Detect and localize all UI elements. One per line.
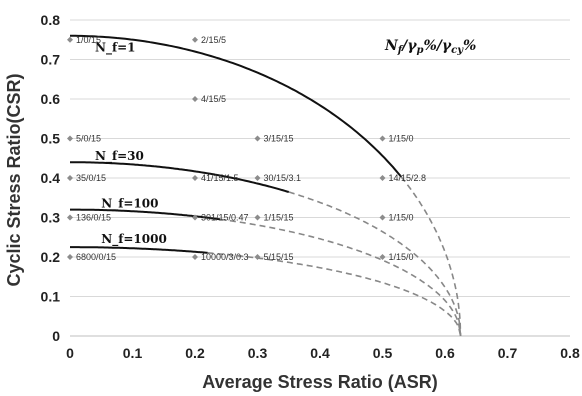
y-tick-label: 0.4 [41, 170, 61, 186]
y-tick-label: 0 [52, 328, 60, 344]
data-point-label: 5/15/15 [264, 252, 294, 262]
y-tick-label: 0.8 [41, 12, 61, 28]
curve-dashed [220, 219, 461, 336]
x-tick-label: 0.7 [498, 345, 518, 361]
data-point-marker [255, 215, 261, 221]
data-point-marker [67, 136, 73, 142]
x-tick-label: 0.8 [560, 345, 580, 361]
data-point-label: 1/15/15 [264, 213, 294, 223]
curve-label: N_f=1000 [101, 232, 167, 247]
x-tick-label: 0.2 [185, 345, 205, 361]
data-point-label: 10000/3/0.3 [201, 252, 249, 262]
x-tick-label: 0 [66, 345, 74, 361]
data-point-label: 6800/0/15 [76, 252, 116, 262]
data-point-marker [380, 175, 386, 181]
data-point-label: 2/15/5 [201, 35, 226, 45]
x-axis-title: Average Stress Ratio (ASR) [202, 372, 437, 392]
curve-dashed [208, 253, 461, 336]
y-tick-label: 0.6 [41, 91, 61, 107]
y-tick-label: 0.5 [41, 131, 61, 147]
data-point-marker [67, 37, 73, 43]
legend-annotation: Nf/γp%/γcy% [384, 38, 476, 56]
data-point-marker [255, 175, 261, 181]
x-tick-label: 0.4 [310, 345, 330, 361]
y-tick-label: 0.3 [41, 210, 61, 226]
grid-lines [70, 20, 570, 297]
y-tick-labels: 0 0.1 0.2 0.3 0.4 0.5 0.6 0.7 0.8 [41, 12, 61, 344]
data-point-label: 1/15/0 [389, 252, 414, 262]
data-point-label: 136/0/15 [76, 213, 111, 223]
data-point-label: 3/15/15 [264, 134, 294, 144]
curve-label: N_f=100 [101, 197, 158, 212]
data-point-label: 35/0/15 [76, 173, 106, 183]
x-tick-labels: 0 0.1 0.2 0.3 0.4 0.5 0.6 0.7 0.8 [66, 345, 580, 361]
x-tick-label: 0.5 [373, 345, 393, 361]
data-point-label: 1/15/0 [389, 213, 414, 223]
data-point-label: 301/15/0.47 [201, 213, 249, 223]
data-point-marker [192, 254, 198, 260]
data-point-marker [255, 136, 261, 142]
curve-label: N_f=1 [95, 41, 136, 56]
y-tick-label: 0.7 [41, 52, 61, 68]
curve-dashed [289, 192, 461, 336]
data-point-label: 41/15/1.5 [201, 173, 239, 183]
data-point-marker [380, 215, 386, 221]
data-point-marker [192, 175, 198, 181]
data-point-label: 4/15/5 [201, 94, 226, 104]
data-point-marker [67, 175, 73, 181]
curve-label: N_f=30 [95, 149, 144, 164]
data-point-label: 30/15/3.1 [264, 173, 302, 183]
y-axis-title: Cyclic Stress Ratio(CSR) [4, 73, 24, 286]
y-tick-label: 0.2 [41, 249, 61, 265]
x-tick-label: 0.6 [435, 345, 455, 361]
data-point-marker [67, 215, 73, 221]
data-point-marker [67, 254, 73, 260]
data-point-label: 14/15/2.8 [389, 173, 427, 183]
x-tick-label: 0.1 [123, 345, 143, 361]
x-tick-label: 0.3 [248, 345, 268, 361]
failure-curves [70, 36, 461, 336]
y-tick-label: 0.1 [41, 289, 61, 305]
data-point-label: 5/0/15 [76, 134, 101, 144]
data-point-label: 1/15/0 [389, 134, 414, 144]
data-point-marker [192, 96, 198, 102]
data-point-marker [380, 136, 386, 142]
data-point-marker [192, 37, 198, 43]
